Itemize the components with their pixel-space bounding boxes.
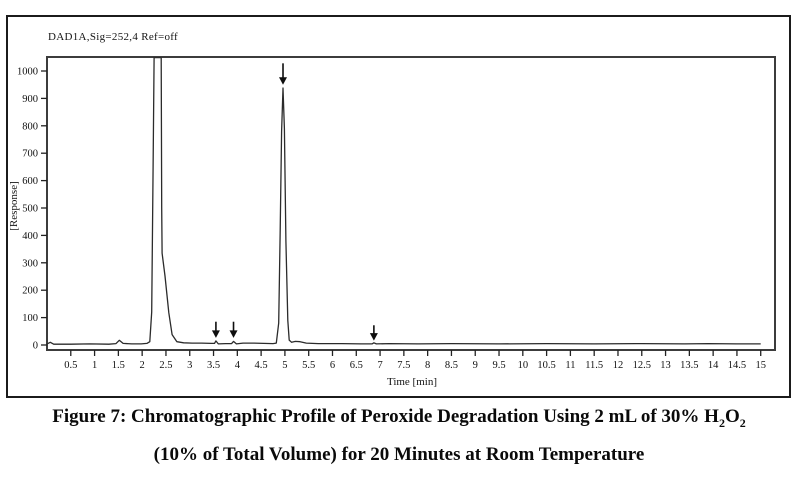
y-axis-tick-label: 100 (22, 313, 38, 324)
plot-area-border (46, 56, 776, 351)
x-axis-tick-label: 13.5 (680, 360, 698, 371)
x-axis-tick-label: 14 (708, 360, 719, 371)
device-signal-label: DAD1A,Sig=252,4 Ref=off (48, 31, 179, 43)
y-axis-tick-label: 300 (22, 258, 38, 269)
x-axis-tick-label: 9.5 (492, 360, 505, 371)
peak-arrow-head (369, 333, 378, 341)
caption-subscript: 2 (739, 415, 746, 430)
caption-subscript: 2 (718, 415, 725, 430)
x-axis-tick-label: 5 (282, 360, 287, 371)
caption-text: O (724, 406, 740, 427)
caption-text: Figure 7: Chromatographic Profile of Per… (52, 406, 719, 427)
x-axis-tick-label: 7.5 (397, 360, 410, 371)
x-axis-tick-label: 5.5 (302, 360, 315, 371)
y-axis-tick-label: 600 (22, 176, 38, 187)
x-axis-tick-label: 1 (92, 360, 97, 371)
x-axis-tick-label: 2.5 (159, 360, 172, 371)
x-axis-tick-label: 3 (187, 360, 192, 371)
y-axis-tick-label: 200 (22, 286, 38, 297)
peak-arrow-head (229, 330, 238, 338)
x-axis-tick-label: 11 (565, 360, 575, 371)
x-axis-tick-label: 14.5 (728, 360, 746, 371)
x-axis-tick-label: 4 (235, 360, 241, 371)
y-axis-tick-label: 700 (22, 149, 38, 160)
x-axis-tick-label: 8 (425, 360, 430, 371)
x-axis-tick-label: 12 (613, 360, 624, 371)
x-axis-tick-label: 8.5 (445, 360, 458, 371)
x-axis-tick-label: 0.5 (64, 360, 77, 371)
figure-caption-line-1: Figure 7: Chromatographic Profile of Per… (0, 406, 798, 431)
x-axis-tick-label: 2 (140, 360, 145, 371)
y-axis-tick-label: 800 (22, 121, 38, 132)
chromatogram-trace (46, 56, 761, 345)
x-axis-tick-label: 6 (330, 360, 335, 371)
y-axis-tick-label: 500 (22, 204, 38, 215)
y-axis-tick-label: 900 (22, 94, 38, 105)
x-axis-tick-label: 10.5 (537, 360, 555, 371)
x-axis-tick-label: 9 (473, 360, 478, 371)
y-axis-tick-label: 400 (22, 231, 38, 242)
peak-arrow-head (211, 330, 220, 338)
x-axis-tick-label: 3.5 (207, 360, 220, 371)
x-axis-label: Time [min] (386, 376, 437, 388)
peak-arrow-head (279, 77, 288, 85)
x-axis-tick-label: 4.5 (255, 360, 268, 371)
x-axis-tick-label: 6.5 (350, 360, 363, 371)
y-axis-tick-label: 0 (33, 341, 38, 352)
x-axis-tick-label: 1.5 (112, 360, 125, 371)
x-axis-tick-label: 10 (518, 360, 529, 371)
y-axis-tick-label: 1000 (17, 67, 38, 78)
y-axis-label: [Response] (8, 181, 20, 231)
x-axis-tick-label: 11.5 (585, 360, 603, 371)
figure-caption-line-2: (10% of Total Volume) for 20 Minutes at … (153, 444, 645, 465)
x-axis-tick-label: 12.5 (633, 360, 651, 371)
x-axis-tick-label: 13 (660, 360, 671, 371)
x-axis-tick-label: 7 (377, 360, 382, 371)
x-axis-tick-label: 15 (755, 360, 766, 371)
